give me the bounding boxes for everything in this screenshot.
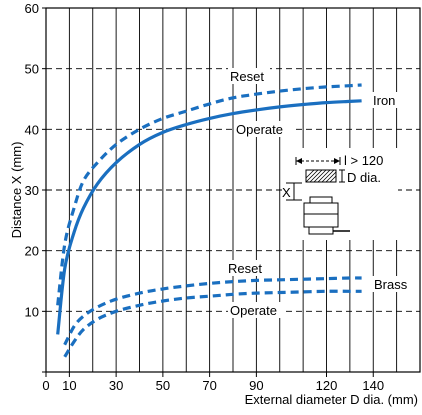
x-axis-title: External diameter D dia. (mm) (245, 392, 418, 407)
x-tick-label: 90 (249, 378, 263, 393)
x-tick-label: 140 (362, 378, 384, 393)
iron-reset-label: Reset (230, 69, 264, 84)
curves (56, 83, 362, 358)
inset-diameter-label: D dia. (347, 170, 381, 185)
iron-operate-label: Operate (236, 122, 283, 137)
y-tick-label: 20 (25, 244, 39, 259)
inset-distance-label: X (282, 185, 291, 200)
annotations: Reset Operate Iron Reset Operate Brass (226, 68, 416, 318)
y-tick-label: 40 (25, 122, 39, 137)
x-tick-label: 70 (202, 378, 216, 393)
x-tick-label: 120 (316, 378, 338, 393)
y-axis-title: Distance X (mm) (9, 142, 24, 239)
y-tick-label: 30 (25, 183, 39, 198)
iron-reset-curve (56, 83, 362, 306)
x-tick-label: 10 (62, 378, 76, 393)
x-tick-label: 30 (109, 378, 123, 393)
inset-length-label: l > 120 (344, 153, 383, 168)
brass-reset-curve (63, 276, 362, 346)
y-tick-label: 10 (25, 304, 39, 319)
target-plate (305, 169, 337, 183)
x-tick-label: 0 (42, 378, 49, 393)
brass-operate-label: Operate (230, 303, 277, 318)
iron-series-label: Iron (373, 93, 395, 108)
y-tick-label: 60 (25, 1, 39, 16)
brass-reset-label: Reset (228, 261, 262, 276)
iron-operate-curve (56, 99, 362, 335)
sensor-body (303, 196, 350, 235)
ticks: 0 10 30 50 70 90 120 140 10 20 30 40 50 60 (25, 1, 385, 393)
brass-series-label: Brass (374, 277, 408, 292)
y-tick-label: 50 (25, 62, 39, 77)
sensor-target-inset: l > 120 D dia. X (282, 148, 398, 240)
x-tick-label: 50 (156, 378, 170, 393)
brass-operate-curve (63, 289, 362, 358)
